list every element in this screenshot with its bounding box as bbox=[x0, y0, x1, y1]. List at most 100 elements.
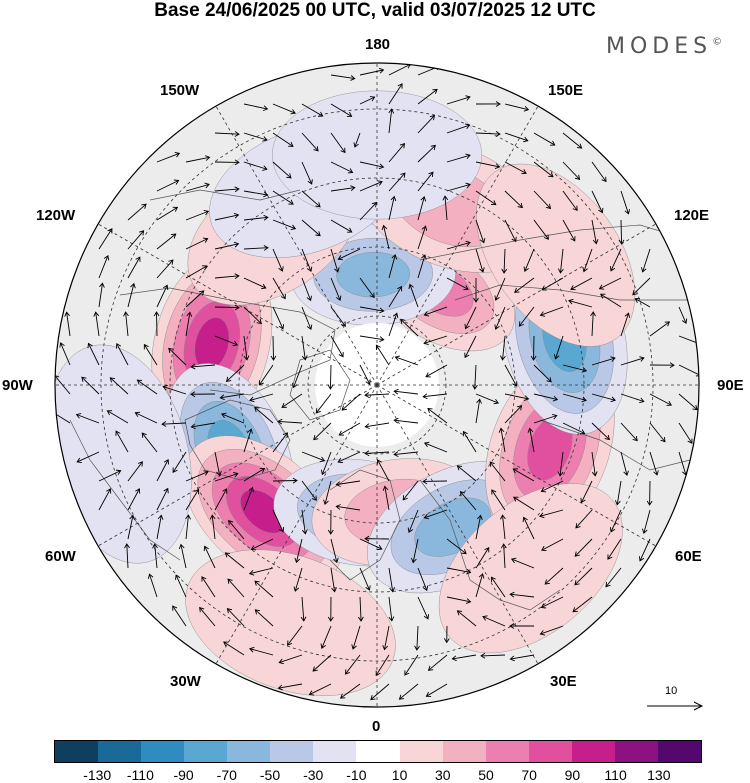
wind-vector bbox=[614, 480, 622, 506]
wind-vector bbox=[359, 277, 375, 299]
wind-vector bbox=[327, 509, 334, 535]
wind-vector bbox=[136, 379, 158, 395]
wind-vector bbox=[330, 132, 346, 154]
wind-vector bbox=[482, 615, 506, 627]
wind-vector bbox=[270, 335, 277, 361]
wind-vector bbox=[156, 179, 180, 192]
wind-vector bbox=[388, 567, 396, 593]
wind-vector bbox=[527, 427, 535, 453]
wind-vector bbox=[98, 254, 110, 279]
wind-vector bbox=[417, 114, 436, 134]
wind-vector bbox=[106, 410, 129, 424]
wind-vector bbox=[562, 422, 586, 435]
wind-vector bbox=[498, 427, 506, 453]
wind-vector bbox=[512, 496, 535, 511]
wind-vector bbox=[141, 432, 158, 453]
wind-vector bbox=[446, 95, 471, 105]
wind-vector bbox=[250, 538, 274, 551]
colorbar-tick-label: -130 bbox=[83, 767, 112, 783]
wind-vector bbox=[375, 344, 390, 366]
wind-vector bbox=[427, 654, 448, 671]
modes-logo: MODES© bbox=[606, 34, 722, 59]
wind-vector bbox=[87, 342, 100, 366]
wind-vector bbox=[530, 335, 537, 361]
wind-vector bbox=[649, 393, 673, 406]
wind-vector bbox=[446, 277, 469, 291]
wind-vector bbox=[185, 209, 210, 221]
wind-vector bbox=[330, 161, 354, 174]
wind-vector bbox=[591, 451, 598, 477]
wind-vector bbox=[607, 538, 622, 560]
wind-vector bbox=[203, 545, 216, 569]
wind-vector bbox=[359, 335, 385, 342]
wind-vector bbox=[214, 159, 240, 166]
coastline bbox=[184, 399, 291, 481]
wind-vector bbox=[209, 514, 216, 540]
wind-vector bbox=[214, 131, 240, 137]
wind-vector bbox=[109, 377, 129, 395]
wind-vector bbox=[393, 451, 419, 458]
wind-vector bbox=[199, 606, 216, 627]
wind-vector bbox=[388, 285, 403, 308]
wind-vector bbox=[115, 430, 129, 453]
wind-vector bbox=[156, 259, 174, 279]
wind-vector bbox=[423, 509, 448, 520]
wind-vector bbox=[156, 284, 169, 308]
wind-vector bbox=[417, 254, 427, 279]
wind-vector bbox=[64, 311, 71, 337]
logo-mark: © bbox=[712, 36, 723, 48]
coastline bbox=[454, 284, 690, 301]
wind-vector bbox=[190, 422, 216, 430]
wind-vector bbox=[220, 412, 245, 424]
wind-vector bbox=[557, 451, 564, 477]
wind-vector bbox=[533, 364, 552, 383]
wind-vector bbox=[638, 538, 651, 562]
wind-vector bbox=[364, 422, 390, 430]
logo-text: MODES bbox=[606, 34, 713, 59]
wind-vector bbox=[620, 356, 645, 366]
wind-vector bbox=[408, 283, 419, 308]
lon-label-150e: 150E bbox=[548, 82, 584, 99]
wind-vector bbox=[75, 413, 100, 424]
wind-vector bbox=[591, 422, 610, 441]
colorbar-swatch bbox=[442, 741, 486, 762]
colorbar-swatch bbox=[270, 741, 314, 762]
wind-vector bbox=[134, 411, 158, 424]
wind-vector bbox=[533, 413, 558, 424]
lon-label-120e: 120E bbox=[674, 207, 710, 224]
wind-vector bbox=[294, 538, 303, 564]
wind-vector bbox=[127, 282, 136, 308]
colorbar-swatch bbox=[528, 741, 572, 762]
wind-vector bbox=[541, 538, 564, 552]
wind-vector bbox=[214, 241, 240, 250]
wind-vector-layer bbox=[55, 63, 699, 701]
wind-vector bbox=[327, 364, 334, 390]
wind-vector bbox=[381, 224, 390, 250]
wind-vector bbox=[227, 578, 245, 598]
wind-vector bbox=[359, 306, 385, 314]
wind-vector bbox=[473, 277, 479, 303]
wind-vector bbox=[504, 190, 523, 209]
wind-vector bbox=[214, 335, 239, 347]
wind-vector bbox=[224, 552, 245, 569]
wind-vector bbox=[339, 683, 361, 699]
wind-vector bbox=[359, 364, 371, 385]
wind-vector bbox=[185, 290, 205, 308]
wind-vector bbox=[509, 623, 535, 629]
wind-vector bbox=[382, 625, 390, 651]
wind-vector bbox=[277, 683, 303, 691]
wind-vector bbox=[462, 430, 477, 453]
wind-vector bbox=[598, 277, 622, 290]
wind-vector bbox=[509, 591, 535, 598]
wind-vector bbox=[156, 459, 169, 482]
coastline bbox=[329, 469, 401, 581]
wind-vector bbox=[156, 487, 169, 511]
wind-vector bbox=[512, 468, 535, 482]
wind-vector bbox=[330, 185, 356, 192]
wind-vector bbox=[417, 144, 436, 163]
colorbar-tick-label: 90 bbox=[564, 767, 581, 783]
wind-vector bbox=[557, 248, 564, 274]
wind-vector bbox=[76, 451, 100, 463]
wind-vector bbox=[364, 535, 390, 542]
colorbar-tick-label: 130 bbox=[647, 767, 671, 783]
